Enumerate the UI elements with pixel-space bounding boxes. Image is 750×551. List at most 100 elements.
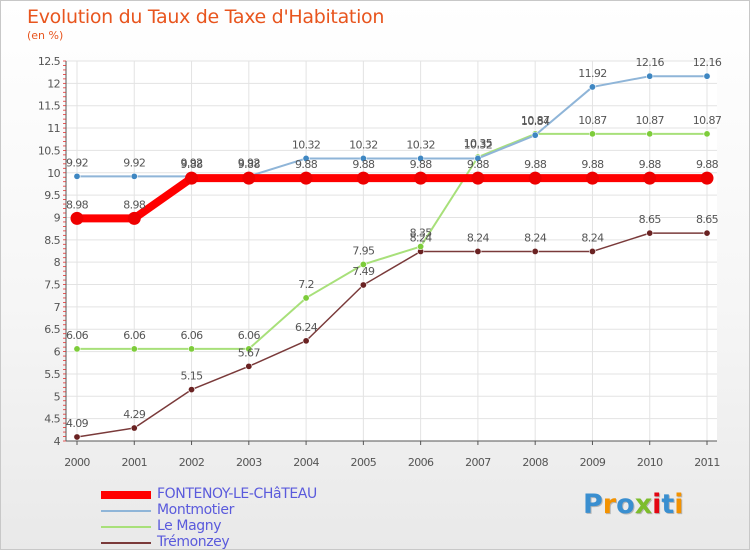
data-label: 8.98 bbox=[123, 198, 146, 211]
legend-swatch bbox=[101, 491, 151, 499]
legend-item: Montmotier bbox=[101, 502, 401, 519]
data-label: 9.88 bbox=[467, 158, 490, 171]
data-label: 6.06 bbox=[66, 329, 89, 342]
data-label: 9.88 bbox=[410, 158, 433, 171]
x-tick-label: 2011 bbox=[694, 456, 720, 469]
data-point bbox=[646, 130, 654, 138]
legend-swatch bbox=[101, 510, 151, 512]
data-point bbox=[531, 131, 539, 139]
data-point bbox=[359, 281, 367, 289]
data-point bbox=[302, 337, 310, 345]
data-point bbox=[703, 72, 711, 80]
data-point bbox=[585, 171, 599, 185]
data-label: 9.88 bbox=[180, 158, 203, 171]
data-point bbox=[531, 247, 539, 255]
legend-label: Trémonzey bbox=[157, 534, 230, 550]
y-tick-label: 8.5 bbox=[44, 234, 60, 247]
data-point bbox=[130, 424, 138, 432]
y-tick-label: 12.5 bbox=[38, 55, 61, 68]
data-point bbox=[646, 229, 654, 237]
data-label: 10.35 bbox=[464, 137, 493, 150]
data-label: 12.16 bbox=[693, 56, 722, 69]
x-tick-label: 2004 bbox=[293, 456, 319, 469]
data-label: 7.2 bbox=[298, 278, 314, 291]
data-label: 6.06 bbox=[238, 329, 261, 342]
data-label: 10.32 bbox=[349, 138, 378, 151]
data-label: 9.88 bbox=[696, 158, 719, 171]
legend-item: Trémonzey bbox=[101, 534, 401, 551]
data-label: 9.88 bbox=[639, 158, 662, 171]
chart-unit: (en %) bbox=[27, 29, 64, 42]
legend-label: FONTENOY-LE-CHâTEAU bbox=[157, 486, 317, 502]
data-label: 5.15 bbox=[180, 370, 203, 383]
y-tick-label: 6 bbox=[54, 346, 61, 359]
y-tick-label: 9 bbox=[54, 211, 61, 224]
data-point bbox=[588, 130, 596, 138]
data-label: 9.92 bbox=[66, 156, 88, 169]
data-point bbox=[474, 154, 482, 162]
x-tick-label: 2006 bbox=[408, 456, 434, 469]
series-line bbox=[77, 174, 707, 223]
data-point bbox=[700, 171, 714, 185]
y-tick-label: 6.5 bbox=[44, 323, 60, 336]
legend-item: Le Magny bbox=[101, 518, 401, 535]
data-point bbox=[417, 154, 425, 162]
data-point bbox=[185, 171, 199, 185]
data-label: 5.67 bbox=[238, 346, 261, 359]
y-tick-label: 4.5 bbox=[44, 413, 60, 426]
data-point bbox=[417, 243, 425, 251]
data-label: 10.32 bbox=[292, 138, 321, 151]
data-point bbox=[73, 433, 81, 441]
data-point bbox=[471, 171, 485, 185]
y-tick-label: 10 bbox=[47, 167, 60, 180]
data-point bbox=[70, 211, 84, 225]
data-point bbox=[528, 171, 542, 185]
data-label: 6.06 bbox=[123, 329, 146, 342]
data-label: 10.87 bbox=[635, 114, 664, 127]
series-line bbox=[77, 132, 707, 350]
data-label: 6.06 bbox=[180, 329, 203, 342]
data-point bbox=[356, 171, 370, 185]
data-point bbox=[414, 171, 428, 185]
x-tick-label: 2000 bbox=[64, 456, 90, 469]
data-label: 9.88 bbox=[295, 158, 318, 171]
x-tick-label: 2008 bbox=[522, 456, 548, 469]
data-point bbox=[359, 260, 367, 268]
legend-label: Montmotier bbox=[157, 502, 234, 518]
data-label: 8.24 bbox=[467, 231, 490, 244]
data-label: 8.24 bbox=[524, 231, 547, 244]
data-label: 8.24 bbox=[581, 231, 604, 244]
data-point bbox=[359, 154, 367, 162]
data-label: 7.49 bbox=[352, 265, 375, 278]
data-point bbox=[130, 172, 138, 180]
x-tick-label: 2007 bbox=[465, 456, 491, 469]
y-tick-label: 9.5 bbox=[44, 189, 60, 202]
plot-area bbox=[66, 61, 717, 441]
data-label: 9.88 bbox=[352, 158, 375, 171]
data-label: 12.16 bbox=[635, 56, 664, 69]
data-point bbox=[588, 247, 596, 255]
data-point bbox=[188, 345, 196, 353]
series-line bbox=[76, 232, 707, 438]
y-tick-label: 11.5 bbox=[38, 100, 61, 113]
x-tick-label: 2003 bbox=[236, 456, 262, 469]
data-label: 8.24 bbox=[410, 231, 433, 244]
data-label: 10.32 bbox=[406, 138, 435, 151]
data-point bbox=[242, 171, 256, 185]
x-tick-label: 2002 bbox=[179, 456, 205, 469]
series-line bbox=[77, 75, 707, 178]
data-point bbox=[302, 154, 310, 162]
y-tick-label: 5.5 bbox=[44, 368, 60, 381]
data-point bbox=[73, 345, 81, 353]
data-point bbox=[130, 345, 138, 353]
data-label: 8.65 bbox=[696, 213, 719, 226]
data-label: 6.24 bbox=[295, 321, 318, 334]
data-label: 9.92 bbox=[238, 156, 260, 169]
y-tick-label: 7.5 bbox=[44, 279, 60, 292]
data-label: 7.95 bbox=[352, 244, 375, 257]
data-label: 4.29 bbox=[123, 408, 146, 421]
y-tick-label: 11 bbox=[47, 122, 60, 135]
data-label: 9.92 bbox=[123, 156, 145, 169]
data-point bbox=[643, 171, 657, 185]
